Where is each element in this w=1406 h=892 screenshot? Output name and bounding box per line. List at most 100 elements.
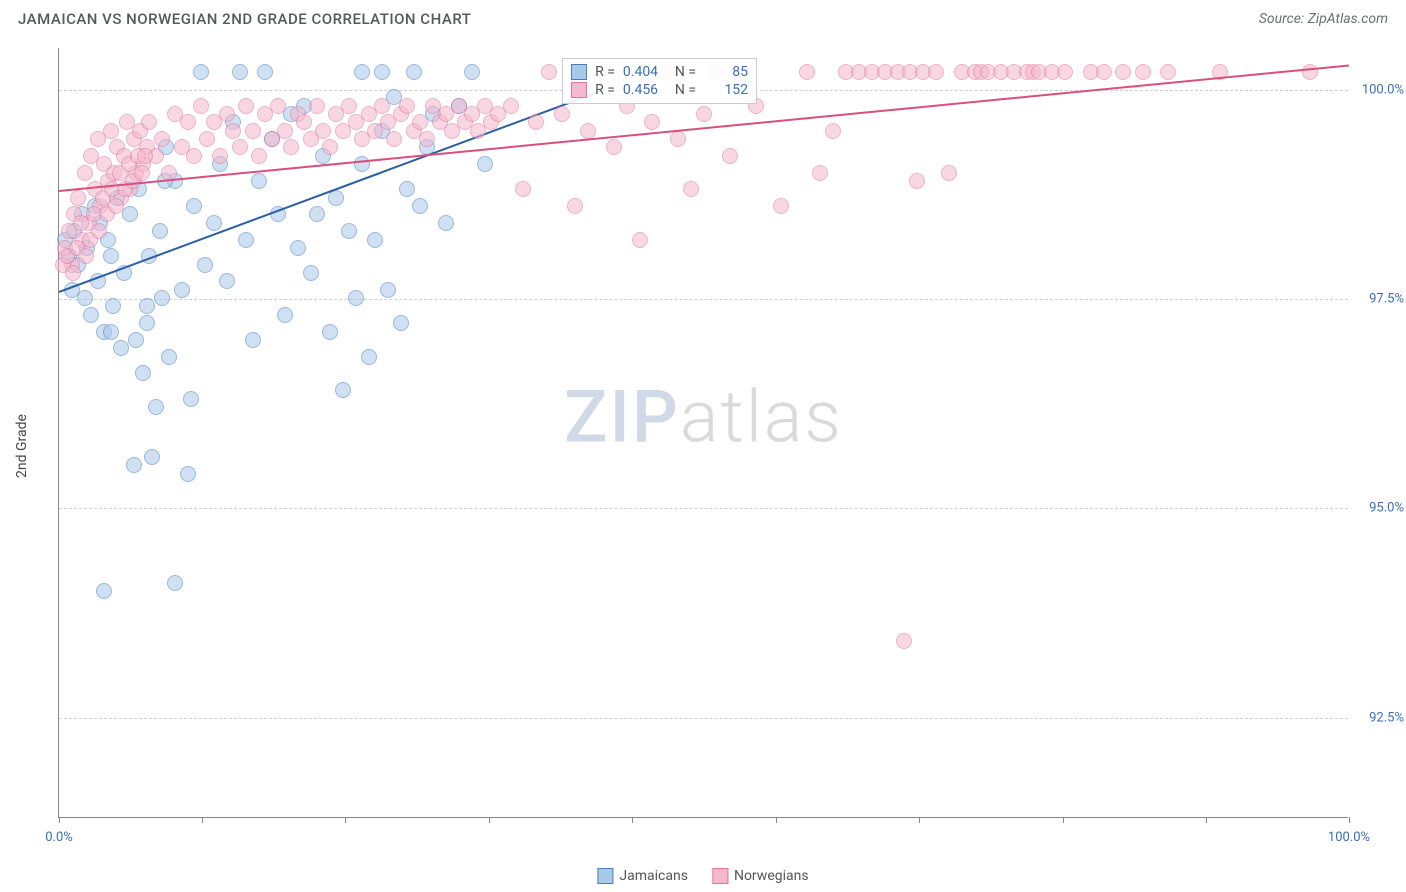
data-point	[126, 457, 142, 473]
data-point	[277, 123, 293, 139]
data-point	[103, 248, 119, 264]
stats-row: R =0.456N =152	[571, 81, 748, 99]
x-tick	[345, 817, 346, 823]
data-point	[644, 114, 660, 130]
data-point	[1302, 64, 1318, 80]
data-point	[315, 123, 331, 139]
data-point	[812, 165, 828, 181]
data-point	[251, 173, 267, 189]
data-point	[103, 324, 119, 340]
data-point	[78, 248, 94, 264]
y-axis-label: 2nd Grade	[14, 414, 30, 478]
data-point	[186, 198, 202, 214]
data-point	[152, 223, 168, 239]
data-point	[137, 148, 153, 164]
data-point	[219, 273, 235, 289]
y-tick-label: 95.0%	[1354, 501, 1404, 516]
data-point	[245, 332, 261, 348]
data-point	[380, 282, 396, 298]
data-point	[825, 123, 841, 139]
data-point	[135, 365, 151, 381]
legend-item: Norwegians	[712, 868, 809, 884]
x-tick	[776, 817, 777, 823]
source-attribution: Source: ZipAtlas.com	[1259, 11, 1388, 27]
data-point	[309, 206, 325, 222]
chart-title: JAMAICAN VS NORWEGIAN 2ND GRADE CORRELAT…	[18, 10, 471, 28]
data-point	[1115, 64, 1131, 80]
data-point	[406, 64, 422, 80]
data-point	[96, 583, 112, 599]
data-point	[399, 181, 415, 197]
data-point	[503, 98, 519, 114]
data-point	[554, 106, 570, 122]
data-point	[113, 340, 129, 356]
data-point	[144, 449, 160, 465]
data-point	[245, 123, 261, 139]
data-point	[186, 148, 202, 164]
x-tick	[919, 817, 920, 823]
stat-r-label: R =	[595, 64, 615, 80]
data-point	[148, 399, 164, 415]
gridline	[59, 508, 1348, 509]
data-point	[580, 123, 596, 139]
gridline	[59, 299, 1348, 300]
stat-n-label: N =	[675, 64, 696, 80]
y-tick-label: 97.5%	[1354, 292, 1404, 307]
legend-label: Jamaicans	[619, 868, 688, 884]
data-point	[238, 98, 254, 114]
data-point	[361, 349, 377, 365]
data-point	[183, 391, 199, 407]
data-point	[528, 114, 544, 130]
data-point	[65, 265, 81, 281]
data-point	[696, 106, 712, 122]
data-point	[541, 64, 557, 80]
stats-row: R = 0.404 N = 85	[571, 63, 748, 81]
data-point	[799, 64, 815, 80]
data-point	[232, 64, 248, 80]
data-point	[161, 349, 177, 365]
data-point	[1057, 64, 1073, 80]
data-point	[335, 382, 351, 398]
stat-r-value: 0.404	[623, 64, 667, 80]
data-point	[683, 181, 699, 197]
data-point	[722, 148, 738, 164]
data-point	[341, 98, 357, 114]
data-point	[309, 98, 325, 114]
data-point	[225, 123, 241, 139]
data-point	[105, 298, 121, 314]
data-point	[567, 198, 583, 214]
legend: Jamaicans Norwegians	[597, 868, 808, 884]
data-point	[77, 290, 93, 306]
x-tick	[1206, 817, 1207, 823]
data-point	[606, 139, 622, 155]
data-point	[632, 232, 648, 248]
data-point	[515, 181, 531, 197]
data-point	[174, 282, 190, 298]
data-point	[180, 466, 196, 482]
data-point	[212, 148, 228, 164]
data-point	[1135, 64, 1151, 80]
x-tick	[489, 817, 490, 823]
data-point	[139, 298, 155, 314]
data-point	[438, 215, 454, 231]
data-point	[257, 64, 273, 80]
data-point	[322, 324, 338, 340]
data-point	[399, 98, 415, 114]
y-tick-label: 92.5%	[1354, 710, 1404, 725]
data-point	[77, 165, 93, 181]
x-tick	[59, 817, 60, 823]
data-point	[251, 148, 267, 164]
data-point	[134, 165, 150, 181]
data-point	[290, 240, 306, 256]
legend-item: Jamaicans	[597, 868, 688, 884]
gridline	[59, 718, 1348, 719]
data-point	[180, 114, 196, 130]
data-point	[386, 131, 402, 147]
data-point	[477, 156, 493, 172]
data-point	[1160, 64, 1176, 80]
data-point	[103, 123, 119, 139]
data-point	[419, 131, 435, 147]
stat-n-value: 85	[704, 64, 748, 80]
x-tick-label: 0.0%	[45, 830, 73, 845]
data-point	[928, 64, 944, 80]
